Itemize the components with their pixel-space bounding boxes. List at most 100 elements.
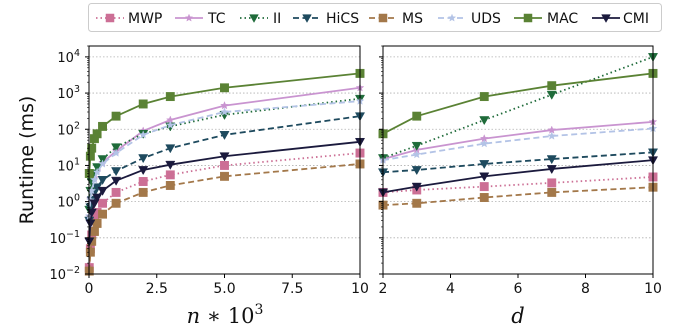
- legend-marker-hics: [302, 14, 312, 23]
- x-tick-label-left-4: 10: [351, 281, 369, 297]
- data-point-right-ms-2: [479, 193, 489, 202]
- data-point-left-mac-4: [92, 129, 102, 139]
- x-tick-label-left-0: 0: [85, 281, 94, 297]
- axes-frame-right: [382, 45, 654, 275]
- data-point-left-uds-9: [220, 107, 229, 116]
- x-axis-label-right: d: [511, 304, 524, 328]
- data-point-left-cmi-1: [85, 219, 96, 229]
- data-point-left-uds-5: [98, 159, 107, 168]
- data-point-right-cmi-2: [479, 172, 490, 182]
- data-point-left-mwp-9: [220, 160, 229, 170]
- data-point-left-hics-5: [97, 176, 108, 185]
- legend-label-cmi: CMI: [623, 11, 649, 27]
- data-point-left-mwp-5: [98, 198, 107, 208]
- data-point-right-uds-2: [479, 139, 489, 148]
- data-point-right-mwp-2: [479, 182, 489, 192]
- data-point-left-cmi-8: [165, 160, 176, 170]
- data-point-left-tc-9: [220, 101, 229, 110]
- y-tick-label-1: 10−1: [49, 229, 80, 247]
- data-point-left-ii-6: [111, 143, 122, 153]
- x-tick-label-left-3: 7.5: [281, 281, 303, 297]
- data-point-right-cmi-1: [411, 182, 422, 192]
- data-point-right-cmi-3: [546, 165, 557, 175]
- data-point-left-uds-6: [111, 148, 121, 157]
- data-point-left-cmi-5: [97, 186, 108, 196]
- data-point-left-ms-9: [220, 171, 229, 181]
- data-point-right-ms-3: [547, 187, 557, 197]
- y-tick-label-5: 103: [57, 84, 80, 102]
- data-point-right-mwp-3: [547, 178, 557, 188]
- data-point-left-ms-5: [98, 209, 107, 219]
- data-point-right-hics-1: [411, 166, 422, 176]
- y-tick-label-2: 100: [57, 193, 80, 211]
- legend-label-mac: MAC: [547, 11, 578, 27]
- legend-marker-tc: [184, 13, 194, 22]
- data-point-left-ms-7: [138, 187, 148, 197]
- data-point-left-hics-7: [138, 154, 149, 164]
- series-line-left-uds: [88, 100, 361, 217]
- data-point-left-cmi-6: [111, 176, 122, 186]
- data-point-left-mwp-6: [111, 187, 121, 197]
- series-line-right-ii: [382, 56, 654, 159]
- x-tick-label-right-1: 4: [446, 281, 455, 297]
- data-point-left-uds-3: [90, 175, 99, 184]
- data-point-left-mwp-8: [165, 170, 175, 180]
- y-tick-label-3: 101: [57, 156, 80, 174]
- legend-marker-cmi: [601, 14, 611, 23]
- data-point-left-cmi-4: [92, 193, 103, 203]
- data-point-right-mac-2: [479, 92, 489, 102]
- data-point-left-hics-9: [219, 131, 230, 140]
- data-point-left-cmi-9: [219, 152, 230, 162]
- legend-marker-mac: [523, 13, 533, 23]
- data-point-left-mac-7: [138, 99, 148, 109]
- x-tick-label-right-4: 10: [644, 281, 662, 297]
- data-point-left-mac-1: [85, 151, 95, 161]
- data-point-left-hics-6: [111, 167, 122, 177]
- data-point-right-hics-3: [546, 155, 557, 165]
- data-point-right-hics-2: [479, 160, 490, 170]
- data-point-left-ms-8: [165, 181, 175, 190]
- y-tick-label-6: 104: [57, 48, 80, 66]
- data-point-left-uds-8: [166, 120, 175, 129]
- x-tick-label-right-3: 8: [581, 281, 590, 297]
- data-point-right-ms-1: [412, 198, 422, 208]
- data-point-right-uds-3: [547, 131, 557, 140]
- series-line-right-mwp: [382, 176, 654, 194]
- legend-marker-ii: [249, 14, 259, 23]
- data-point-left-mac-8: [165, 92, 175, 102]
- legend-label-tc: TC: [207, 11, 226, 27]
- data-point-left-uds-4: [92, 167, 102, 176]
- data-point-left-mwp-7: [138, 177, 148, 186]
- x-tick-label-left-1: 2.5: [146, 281, 168, 297]
- series-line-left-mwp: [88, 152, 361, 268]
- data-point-right-ii-1: [411, 141, 422, 151]
- y-axis-label: Runtime (ms): [16, 96, 38, 225]
- legend-label-hics: HiCS: [326, 11, 359, 27]
- x-tick-label-left-2: 5.0: [213, 281, 235, 297]
- legend-marker-uds: [447, 13, 457, 22]
- series-line-right-hics: [382, 151, 654, 174]
- data-point-left-mac-5: [98, 121, 107, 131]
- data-point-left-hics-8: [165, 144, 176, 154]
- data-point-left-ms-3: [89, 226, 99, 236]
- data-point-right-uds-1: [412, 150, 422, 159]
- legend-marker-mwp: [105, 13, 115, 23]
- data-point-left-uds-7: [138, 130, 148, 139]
- legend-label-ii: II: [273, 11, 281, 27]
- data-point-left-mac-9: [220, 83, 229, 93]
- data-point-right-mac-3: [547, 81, 557, 91]
- series-line-right-ms: [382, 186, 654, 207]
- legend-label-mwp: MWP: [128, 11, 162, 27]
- data-point-left-ms-1: [85, 247, 95, 257]
- data-point-right-ii-2: [479, 116, 490, 126]
- series-line-right-cmi: [382, 159, 654, 194]
- data-point-right-ii-3: [546, 90, 557, 100]
- legend-label-uds: UDS: [471, 11, 501, 27]
- y-tick-label-0: 10−2: [49, 265, 80, 283]
- x-tick-label-right-0: 2: [379, 281, 388, 297]
- y-tick-label-4: 102: [57, 120, 80, 138]
- data-point-left-ms-6: [111, 198, 121, 208]
- x-tick-label-right-2: 6: [514, 281, 523, 297]
